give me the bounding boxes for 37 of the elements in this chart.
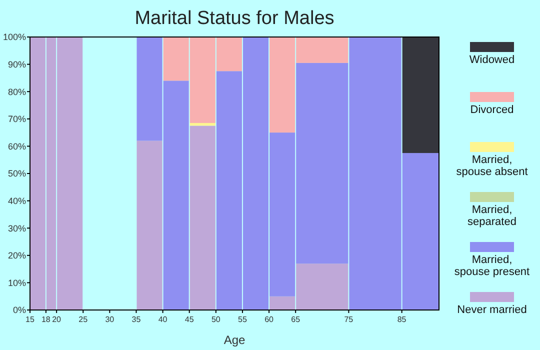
x-axis-title: Age	[224, 333, 246, 347]
legend-label: Married, separated	[468, 204, 516, 228]
bar	[402, 37, 438, 154]
x-tick-label: 50	[211, 315, 221, 324]
legend-label: Married, spouse present	[454, 254, 530, 278]
x-tick-label: 15	[26, 315, 35, 324]
x-tick-label: 25	[78, 315, 88, 324]
legend-label: Married, spouse absent	[456, 154, 528, 178]
y-tick-label: 70%	[8, 114, 26, 124]
chart-title: Marital Status for Males	[134, 8, 334, 29]
y-tick-label: 60%	[8, 141, 26, 152]
x-tick-label: 45	[184, 315, 194, 324]
bar	[190, 126, 216, 310]
bar	[136, 140, 162, 310]
y-tick-label: 20%	[8, 250, 26, 261]
x-tick-label: 18	[41, 315, 51, 324]
y-tick-label: 40%	[8, 196, 26, 206]
x-tick-label: 75	[344, 315, 354, 324]
legend-label: Never married	[457, 304, 527, 316]
bar	[190, 122, 216, 126]
y-tick-label: 80%	[8, 86, 26, 97]
x-tick-label: 85	[397, 315, 407, 324]
y-tick-label: 100%	[2, 32, 26, 42]
x-tick-label: 40	[158, 315, 168, 324]
y-tick-label: 50%	[8, 168, 26, 179]
x-tick-label: 60	[264, 315, 274, 324]
y-tick-label: 30%	[8, 223, 26, 234]
x-tick-label: 35	[132, 315, 142, 324]
y-tick-label: 10%	[8, 278, 26, 288]
x-tick-label: 30	[105, 315, 115, 324]
x-tick-label: 55	[238, 315, 248, 324]
x-tick-label: 20	[52, 315, 62, 324]
y-tick-label: 0%	[12, 305, 26, 316]
legend-label: Widowed	[469, 54, 515, 66]
x-tick-label: 65	[291, 315, 301, 324]
legend-label: Divorced	[470, 104, 514, 116]
y-tick-label: 90%	[8, 59, 26, 70]
